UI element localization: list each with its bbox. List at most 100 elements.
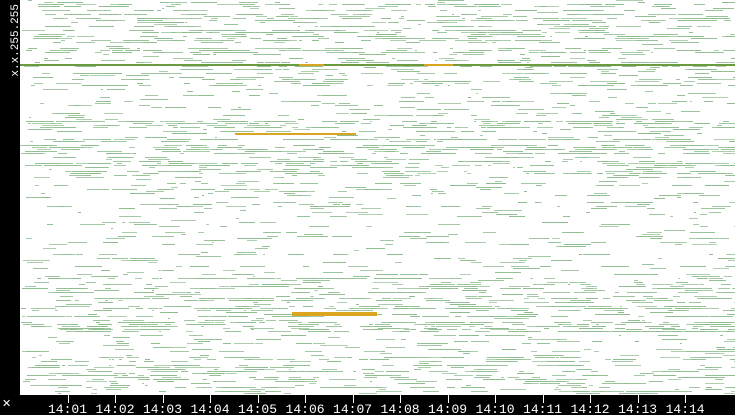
network-density-chart: x.x.255.255 x.x.0.0 ✕ 14:0114:0214:0314:…: [0, 0, 735, 415]
data-segment: [338, 191, 347, 192]
data-segment: [134, 14, 147, 15]
data-segment: [435, 60, 437, 61]
data-segment: [265, 123, 268, 124]
data-segment: [170, 369, 183, 370]
data-segment: [226, 308, 252, 309]
data-segment: [664, 306, 677, 307]
data-segment: [636, 107, 649, 108]
data-segment: [605, 4, 623, 5]
data-segment: [636, 292, 657, 293]
data-segment: [103, 308, 129, 309]
data-segment: [574, 292, 585, 293]
data-segment: [254, 121, 281, 122]
y-axis-bar: x.x.255.255 x.x.0.0: [0, 0, 20, 415]
data-segment: [705, 389, 722, 390]
data-segment: [195, 278, 197, 279]
data-segment: [124, 101, 133, 102]
data-segment: [643, 331, 665, 332]
data-segment: [178, 206, 190, 207]
data-segment: [509, 216, 524, 217]
data-segment: [461, 387, 485, 388]
data-segment: [370, 381, 372, 382]
data-segment: [412, 195, 422, 196]
data-segment: [87, 189, 109, 190]
data-segment: [197, 310, 211, 311]
data-segment: [705, 367, 722, 368]
data-segment: [418, 367, 431, 368]
data-segment: [111, 228, 114, 229]
data-segment: [287, 195, 302, 196]
data-segment: [98, 324, 112, 325]
data-segment: [474, 377, 490, 378]
x-axis-tick-label-1404: 14:04: [191, 402, 230, 415]
data-segment: [167, 183, 176, 184]
data-segment: [292, 127, 298, 128]
data-segment: [35, 365, 60, 366]
data-segment: [177, 123, 203, 124]
x-axis-bar[interactable]: ✕ 14:01 14:02 14:03 14:04 14:05 14:06 14:07 14:…: [0, 395, 735, 415]
data-segment: [541, 56, 560, 57]
data-segment: [580, 284, 591, 285]
data-row: [20, 133, 735, 134]
data-segment: [727, 103, 735, 104]
data-segment: [138, 379, 150, 380]
data-segment: [112, 50, 122, 51]
data-segment: [634, 375, 645, 376]
data-segment: [663, 322, 669, 323]
data-row: [20, 232, 735, 233]
data-segment: [705, 353, 725, 354]
data-segment: [677, 95, 685, 96]
data-segment: [201, 326, 204, 327]
data-segment: [224, 189, 248, 190]
data-segment: [216, 73, 232, 74]
data-segment: [638, 71, 655, 72]
data-segment: [254, 163, 259, 164]
data-segment: [576, 369, 592, 370]
data-segment: [345, 187, 365, 188]
data-segment: [182, 66, 208, 67]
data-segment: [637, 50, 650, 51]
data-segment: [387, 254, 403, 255]
data-segment: [153, 147, 176, 148]
data-segment: [692, 276, 719, 277]
data-segment: [184, 320, 194, 321]
data-row: [20, 4, 735, 5]
data-segment: [714, 50, 720, 51]
data-segment: [599, 226, 619, 227]
data-segment: [311, 355, 323, 356]
data-segment: [21, 308, 26, 309]
data-segment: [167, 139, 184, 140]
data-segment: [556, 379, 581, 380]
data-segment: [145, 359, 150, 360]
data-segment: [636, 121, 642, 122]
data-segment: [216, 202, 227, 203]
data-segment: [216, 310, 231, 311]
data-segment: [587, 60, 596, 61]
data-segment: [564, 244, 591, 245]
data-row: [20, 282, 735, 283]
data-segment: [439, 83, 443, 84]
data-segment: [440, 10, 447, 11]
data-segment: [260, 222, 276, 223]
data-segment: [31, 85, 35, 86]
data-row: [20, 123, 735, 124]
data-segment: [569, 151, 591, 152]
data-segment: [395, 306, 421, 307]
data-segment: [475, 165, 482, 166]
data-segment: [625, 322, 646, 323]
data-segment: [101, 141, 127, 142]
data-segment: [530, 278, 533, 279]
data-segment: [717, 125, 722, 126]
data-segment: [378, 328, 399, 329]
data-segment: [454, 375, 473, 376]
data-row: [20, 85, 735, 86]
data-segment: [584, 349, 591, 350]
data-segment: [712, 151, 734, 152]
data-segment: [146, 191, 164, 192]
data-segment: [449, 54, 457, 55]
data-segment: [356, 10, 373, 11]
data-segment: [563, 159, 573, 160]
data-segment: [368, 292, 395, 293]
data-segment: [702, 149, 719, 150]
data-segment: [285, 173, 293, 174]
